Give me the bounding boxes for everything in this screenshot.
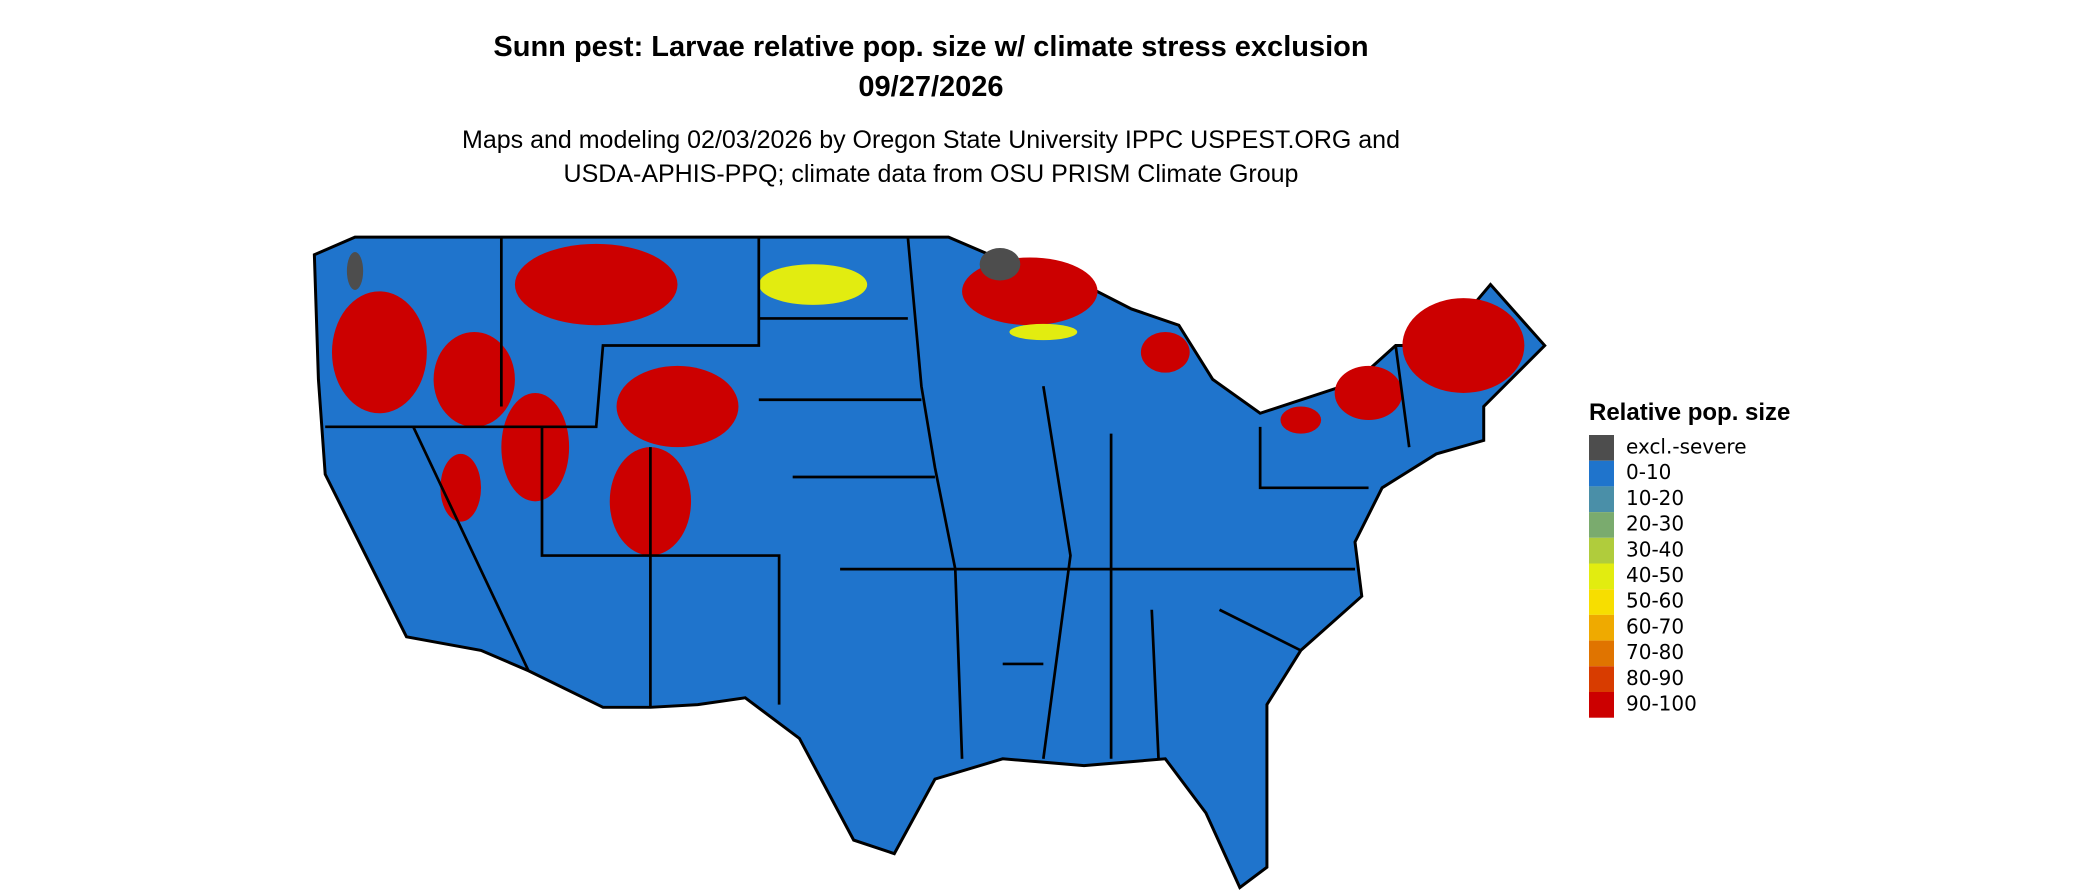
legend-swatch [1589, 512, 1614, 538]
legend-swatch [1589, 563, 1614, 590]
legend-swatch [1589, 692, 1614, 718]
legend-label: 0-10 [1626, 460, 1671, 484]
legend-label: 30-40 [1626, 537, 1684, 561]
legend-label: 70-80 [1626, 640, 1684, 664]
legend-label: 50-60 [1626, 589, 1684, 613]
legend-swatch [1589, 486, 1614, 513]
legend-label: 60-70 [1626, 614, 1684, 638]
legend-swatch [1589, 666, 1614, 692]
legend: excl.-severe0-1010-2020-3030-4040-5050-6… [1589, 435, 1747, 718]
legend-label: 20-30 [1626, 512, 1684, 536]
legend-title: Relative pop. size [1589, 399, 1790, 426]
legend-label: excl.-severe [1626, 435, 1747, 459]
legend-swatch [1589, 614, 1614, 641]
title: Sunn pest: Larvae relative pop. size w/ … [493, 31, 1368, 63]
legend-swatch [1589, 640, 1614, 667]
legend-swatch [1589, 460, 1614, 487]
map [312, 235, 1547, 890]
legend-swatch [1589, 589, 1614, 615]
date: 09/27/2026 [858, 71, 1003, 103]
legend-label: 40-50 [1626, 563, 1684, 587]
legend-swatch [1589, 537, 1614, 564]
subtitle-line: Maps and modeling 02/03/2026 by Oregon S… [462, 126, 1400, 154]
excluded-areas [346, 247, 1021, 290]
legend-swatch [1589, 435, 1614, 461]
us-outline [312, 235, 1547, 890]
legend-label: 10-20 [1626, 486, 1684, 510]
legend-label: 90-100 [1626, 692, 1697, 716]
medium-risk-areas [758, 264, 1078, 341]
subtitle-line: USDA-APHIS-PPQ; climate data from OSU PR… [564, 160, 1299, 188]
legend-label: 80-90 [1626, 666, 1684, 690]
state-borders [325, 237, 1411, 759]
